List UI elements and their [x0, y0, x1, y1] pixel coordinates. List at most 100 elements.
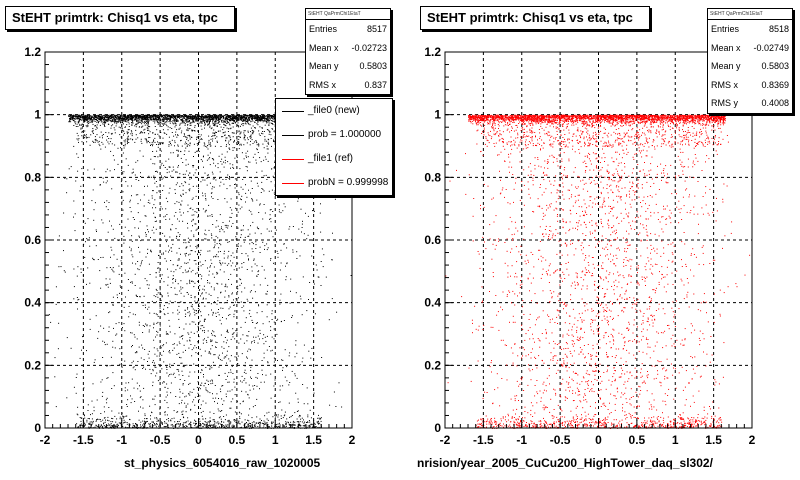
scatter-point: [104, 126, 106, 127]
scatter-point: [227, 119, 229, 120]
scatter-point: [197, 115, 198, 117]
scatter-point: [244, 135, 246, 137]
scatter-point: [295, 292, 297, 294]
scatter-point: [202, 120, 204, 122]
scatter-point: [224, 114, 226, 116]
scatter-point: [232, 115, 234, 117]
scatter-point: [68, 114, 70, 116]
scatter-point: [144, 421, 146, 423]
scatter-point: [70, 166, 72, 168]
scatter-point: [320, 417, 322, 419]
scatter-point: [162, 143, 164, 145]
scatter-point: [147, 123, 149, 125]
scatter-point: [98, 115, 100, 116]
scatter-point: [220, 418, 222, 420]
scatter-point: [152, 421, 154, 423]
scatter-point: [259, 126, 261, 128]
scatter-point: [200, 424, 202, 426]
scatter-point: [184, 143, 186, 145]
scatter-point: [92, 119, 93, 121]
scatter-point: [160, 293, 162, 295]
scatter-point: [254, 425, 256, 427]
scatter-point: [102, 391, 104, 393]
scatter-point: [157, 115, 159, 117]
scatter-point: [82, 336, 83, 338]
scatter-point: [128, 138, 130, 140]
scatter-point: [258, 116, 259, 118]
scatter-point: [159, 298, 161, 300]
scatter-point: [141, 117, 143, 119]
scatter-point: [135, 194, 137, 196]
scatter-point: [263, 269, 265, 271]
scatter-point: [172, 122, 174, 124]
scatter-point: [147, 120, 149, 122]
scatter-point: [124, 141, 126, 143]
scatter-point: [255, 159, 257, 161]
scatter-point: [215, 347, 217, 348]
scatter-point: [250, 120, 252, 122]
scatter-point: [209, 417, 211, 419]
scatter-point: [70, 121, 72, 123]
scatter-point: [219, 243, 221, 244]
scatter-point: [241, 266, 243, 268]
scatter-point: [128, 119, 130, 121]
scatter-point: [124, 126, 126, 128]
scatter-point: [55, 303, 57, 305]
scatter-point: [185, 395, 187, 397]
scatter-point: [120, 142, 122, 144]
scatter-point: [94, 125, 96, 127]
scatter-point: [212, 397, 214, 399]
scatter-point: [107, 425, 109, 427]
scatter-point: [232, 126, 234, 128]
scatter-point: [259, 421, 261, 423]
scatter-point: [121, 117, 123, 119]
scatter-point: [207, 425, 209, 427]
scatter-point: [240, 413, 242, 415]
scatter-point: [194, 151, 196, 153]
scatter-point: [261, 369, 263, 371]
scatter-point: [86, 114, 88, 116]
scatter-point: [241, 195, 243, 197]
scatter-point: [131, 115, 133, 117]
scatter-point: [68, 168, 70, 170]
scatter-point: [187, 115, 189, 117]
scatter-point: [86, 119, 88, 121]
scatter-point: [233, 299, 234, 301]
scatter-point: [199, 289, 201, 291]
scatter-point: [104, 115, 106, 117]
scatter-point: [94, 116, 96, 118]
scatter-point: [234, 411, 236, 413]
scatter-point: [233, 425, 235, 427]
scatter-point: [314, 423, 316, 425]
scatter-point: [116, 423, 118, 425]
scatter-point: [196, 211, 198, 213]
scatter-point: [190, 116, 192, 117]
scatter-point: [213, 256, 214, 258]
scatter-point: [146, 117, 148, 119]
scatter-point: [144, 413, 146, 415]
scatter-point: [128, 117, 130, 119]
scatter-point: [134, 118, 136, 120]
scatter-point: [132, 426, 133, 428]
scatter-point: [243, 118, 244, 120]
scatter-point: [229, 148, 231, 150]
scatter-point: [193, 321, 195, 323]
scatter-point: [202, 426, 204, 428]
scatter-point: [255, 117, 257, 119]
scatter-point: [273, 139, 275, 141]
scatter-point: [148, 129, 150, 131]
scatter-point: [79, 357, 81, 359]
scatter-point: [231, 117, 233, 119]
scatter-point: [262, 131, 264, 132]
scatter-point: [319, 417, 321, 419]
scatter-point: [251, 365, 253, 367]
scatter-point: [153, 232, 155, 234]
scatter-point: [100, 425, 102, 427]
scatter-point: [243, 119, 244, 121]
scatter-point: [89, 144, 91, 146]
scatter-point: [248, 397, 250, 399]
scatter-point: [154, 163, 156, 165]
scatter-point: [81, 135, 83, 137]
scatter-point: [130, 116, 132, 118]
scatter-point: [84, 417, 86, 419]
